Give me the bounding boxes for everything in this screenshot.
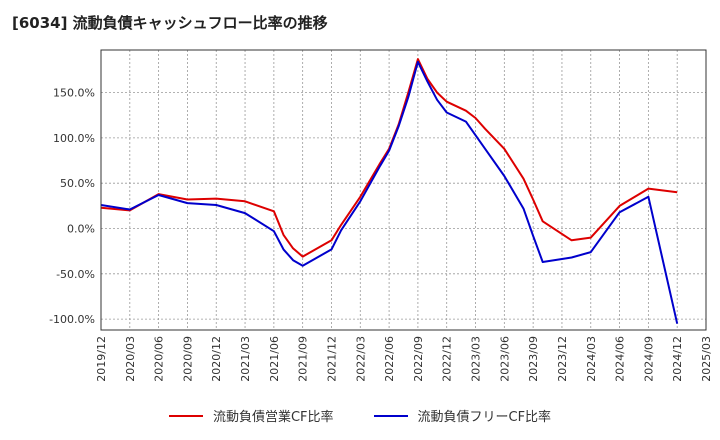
x-tick-label: 2020/09 [181,336,194,382]
x-tick-label: 2022/03 [354,336,367,382]
series-lines [100,58,679,324]
x-tick-label: 2019/12 [95,336,108,382]
legend-item-free-cf: 流動負債フリーCF比率 [373,406,552,425]
y-tick-label: 50.0% [60,177,95,190]
x-tick-label: 2023/06 [498,336,511,382]
legend-swatch-free [373,414,408,417]
x-tick-label: 2023/12 [556,336,569,382]
legend-item-operating-cf: 流動負債営業CF比率 [168,406,334,425]
x-tick-label: 2025/03 [700,336,713,382]
plot-frame [100,49,707,331]
x-tick-label: 2024/12 [671,336,684,382]
y-tick-label: 100.0% [53,132,95,145]
y-axis-ticks: 150.0% 100.0% 50.0% 0.0% -50.0% -100.0% [49,87,95,327]
x-tick-label: 2022/12 [441,336,454,382]
series-line-operating-cf [100,58,678,258]
x-axis-ticks: 2019/12 2020/03 2020/06 2020/09 2020/12 2021/… [95,336,713,382]
grid-lines [100,50,707,330]
x-tick-label: 2021/09 [297,336,310,382]
legend-label-free: 流動負債フリーCF比率 [417,410,552,425]
x-tick-label: 2024/09 [642,336,655,382]
series-line-free-cf [100,60,679,324]
x-tick-label: 2020/03 [124,336,137,382]
x-tick-label: 2021/03 [239,336,252,382]
x-tick-label: 2024/06 [614,336,627,382]
legend-swatch-operating [168,414,203,417]
x-tick-label: 2022/06 [383,336,396,382]
x-tick-label: 2023/03 [470,336,483,382]
x-tick-label: 2024/03 [585,336,598,382]
x-tick-label: 2020/12 [210,336,223,382]
x-tick-label: 2021/06 [268,336,281,382]
x-tick-label: 2021/12 [325,336,338,382]
x-tick-label: 2022/09 [412,336,425,382]
legend-label-operating: 流動負債営業CF比率 [212,410,334,425]
y-tick-label: 0.0% [67,223,95,236]
x-tick-label: 2020/06 [153,336,166,382]
chart-title: [6034] 流動負債キャッシュフロー比率の推移 [12,14,328,32]
legend: 流動負債営業CF比率 流動負債フリーCF比率 [0,406,720,425]
y-tick-label: 150.0% [53,87,95,100]
x-tick-label: 2023/09 [527,336,540,382]
y-tick-label: -100.0% [49,313,95,326]
y-tick-label: -50.0% [56,268,95,281]
